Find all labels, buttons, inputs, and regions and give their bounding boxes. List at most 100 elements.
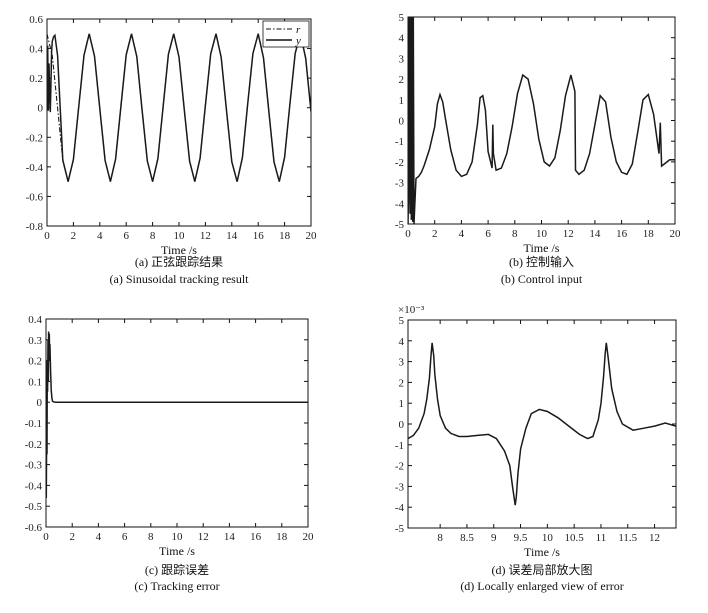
x-tick-label: 16: [616, 228, 628, 240]
x-tick-label: 10: [536, 228, 548, 240]
y-tick-label: -1: [395, 136, 404, 148]
y-tick-label: -0.4: [25, 480, 43, 492]
y-tick-label: -0.2: [26, 132, 43, 144]
y-tick-label: 5: [399, 12, 405, 24]
y-tick-label: 0.3: [28, 335, 42, 347]
y-tick-label: 0: [38, 103, 44, 115]
x-tick-label: 0: [405, 228, 411, 240]
x-tick-label: 20: [306, 230, 318, 242]
x-tick-label: 6: [122, 531, 128, 543]
x-axis-label: Time /s: [524, 241, 560, 255]
y-tick-label: -0.1: [25, 418, 42, 430]
y-tick-label: 4: [399, 33, 405, 45]
x-tick-label: 2: [432, 228, 438, 240]
legend-label: y: [295, 35, 301, 47]
caption-en: (b) Control input: [501, 272, 583, 286]
y-tick-label: -4: [395, 198, 405, 210]
legend-box: [262, 20, 310, 48]
y-tick-label: -0.6: [26, 191, 44, 203]
y-tick-label: -2: [395, 461, 404, 473]
y-scale-label: ×10⁻³: [398, 304, 425, 316]
caption-cn: (a) 正弦跟踪结果: [135, 254, 223, 269]
x-tick-label: 11.5: [618, 532, 637, 544]
legend-label: r: [296, 24, 301, 36]
caption-cn: (d) 误差局部放大图: [492, 562, 593, 577]
x-tick-label: 12: [198, 531, 209, 543]
x-tick-label: 12: [200, 230, 211, 242]
y-tick-label: 5: [399, 315, 405, 327]
x-tick-label: 8: [150, 230, 156, 242]
x-tick-label: 18: [643, 228, 655, 240]
caption-en: (c) Tracking error: [134, 579, 219, 593]
y-tick-label: -0.3: [25, 460, 43, 472]
y-tick-label: -1: [395, 440, 404, 452]
x-tick-label: 10.5: [565, 532, 585, 544]
chart-c: 0 2 4 6 8 10 12 14 16 18 20 -0.6 -0.5 -0.4 -0.3 -0.2 -0.…: [25, 314, 314, 593]
caption-cn: (c) 跟踪误差: [145, 563, 209, 577]
caption-en: (d) Locally enlarged view of error: [460, 579, 623, 593]
x-tick-label: 6: [485, 228, 491, 240]
y-tick-label: 0: [399, 116, 405, 128]
x-tick-label: 16: [253, 230, 265, 242]
x-axis-label: Time /s: [159, 544, 195, 558]
chart-a: 0 2 4 6 8 10 12 14 16 18 20 -0.8 -0.6 -0.4 -0.2 0 0.2 0.4…: [26, 14, 317, 286]
x-tick-label: 4: [459, 228, 465, 240]
plot-frame: [45, 318, 309, 528]
x-tick-label: 14: [589, 228, 601, 240]
y-tick-label: 0.6: [29, 14, 43, 26]
y-tick-label: -4: [395, 502, 405, 514]
x-tick-label: 14: [226, 230, 238, 242]
x-tick-label: 16: [250, 531, 262, 543]
plot-frame: [46, 18, 312, 227]
x-tick-label: 10: [542, 532, 554, 544]
y-tick-label: -0.2: [25, 439, 42, 451]
y-tick-label: -2: [395, 157, 404, 169]
x-tick-label: 18: [276, 531, 288, 543]
x-tick-label: 10: [172, 531, 184, 543]
series-line-y: [47, 33, 311, 182]
caption-en: (a) Sinusoidal tracking result: [110, 272, 250, 286]
x-tick-label: 10: [174, 230, 186, 242]
x-axis-label: Time /s: [524, 545, 560, 559]
series-line-s0: [408, 17, 675, 224]
y-tick-label: 4: [399, 336, 405, 348]
y-tick-label: 0.1: [28, 376, 42, 388]
x-axis-label: Time /s: [161, 243, 197, 257]
x-tick-label: 0: [44, 230, 50, 242]
x-tick-label: 4: [97, 230, 103, 242]
chart-d: 8 8.5 9 9.5 10 10.5 11 11.5 12-5-4-3-2-1012345×1…: [395, 304, 677, 593]
x-tick-label: 2: [71, 230, 77, 242]
x-tick-label: 9: [491, 532, 497, 544]
y-tick-label: -3: [395, 178, 405, 190]
y-tick-label: 0.2: [29, 73, 43, 85]
y-tick-label: -5: [395, 523, 405, 535]
x-tick-label: 0: [43, 531, 49, 543]
x-tick-label: 2: [69, 531, 75, 543]
x-tick-label: 11: [596, 532, 607, 544]
series-line-s0: [408, 342, 676, 506]
y-tick-label: -0.4: [26, 162, 44, 174]
y-tick-label: 1: [399, 95, 405, 107]
caption-cn: (b) 控制输入: [509, 254, 574, 269]
y-tick-label: -3: [395, 481, 405, 493]
x-tick-label: 20: [303, 531, 315, 543]
y-tick-label: 1: [399, 398, 405, 410]
x-tick-label: 12: [649, 532, 660, 544]
y-tick-label: -0.8: [26, 221, 44, 233]
x-tick-label: 14: [224, 531, 236, 543]
x-tick-label: 4: [96, 531, 102, 543]
x-tick-label: 12: [563, 228, 574, 240]
y-tick-label: 3: [399, 357, 405, 369]
y-tick-label: 0.4: [29, 44, 43, 56]
y-tick-label: -0.5: [25, 501, 43, 513]
x-tick-label: 6: [123, 230, 129, 242]
y-tick-label: 2: [399, 377, 405, 389]
y-tick-label: 3: [399, 53, 405, 65]
y-tick-label: 2: [399, 74, 405, 86]
x-tick-label: 8.5: [460, 532, 474, 544]
x-tick-label: 8: [437, 532, 443, 544]
y-tick-label: 0.2: [28, 356, 42, 368]
series-line-s0: [46, 331, 308, 498]
y-tick-label: -0.6: [25, 522, 43, 534]
